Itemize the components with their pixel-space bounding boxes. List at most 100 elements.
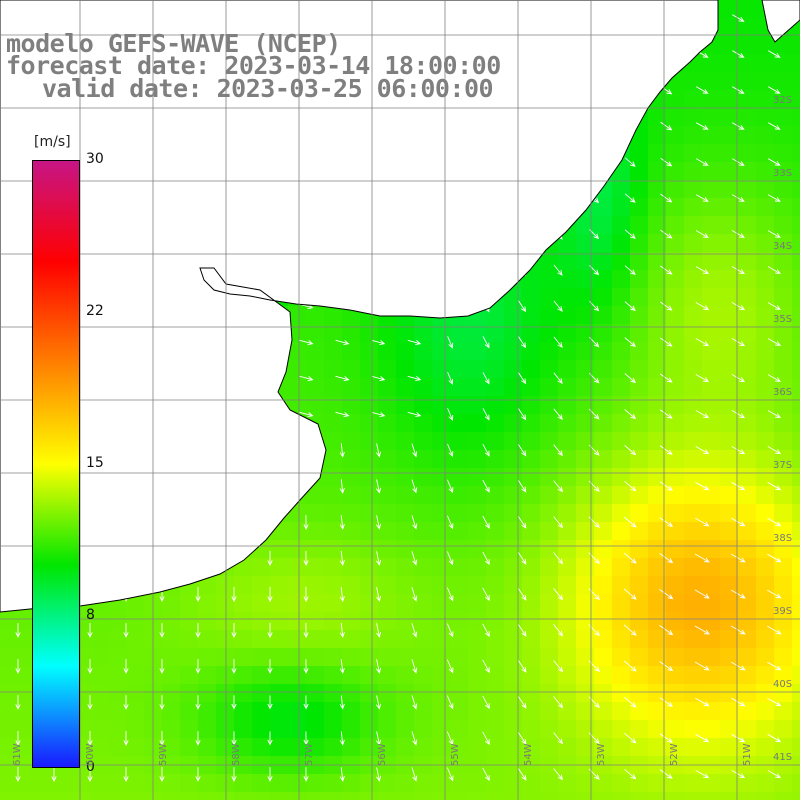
wind-arrow xyxy=(694,661,710,671)
wind-cell xyxy=(648,774,667,793)
wind-cell xyxy=(522,504,541,523)
wind-cell xyxy=(432,360,451,379)
wind-arrow xyxy=(411,623,418,638)
wind-cell xyxy=(702,630,721,649)
wind-cell xyxy=(666,90,685,109)
wind-cell xyxy=(288,396,307,415)
wind-cell xyxy=(738,630,757,649)
wind-cell xyxy=(756,738,775,757)
wind-cell xyxy=(198,792,217,800)
wind-arrow xyxy=(446,659,454,674)
wind-cell xyxy=(306,324,325,343)
wind-arrow xyxy=(659,769,673,779)
wind-arrow xyxy=(123,695,129,710)
wind-arrow xyxy=(159,695,165,710)
wind-cell xyxy=(666,216,685,235)
wind-cell xyxy=(594,216,613,235)
wind-arrow xyxy=(339,550,345,567)
wind-cell xyxy=(342,594,361,613)
wind-cell xyxy=(270,540,289,559)
wind-cell xyxy=(792,612,800,631)
wind-cell xyxy=(288,630,307,649)
wind-cell xyxy=(792,36,800,55)
wind-cell xyxy=(720,504,739,523)
wind-cell xyxy=(216,666,235,685)
wind-cell xyxy=(792,648,800,667)
wind-cell xyxy=(396,576,415,595)
wind-cell xyxy=(792,306,800,325)
wind-cell xyxy=(468,360,487,379)
forecast-date: forecast date: 2023-03-14 18:00:00 xyxy=(6,51,501,80)
wind-cell xyxy=(324,306,343,325)
wind-cell xyxy=(558,630,577,649)
wind-arrow xyxy=(446,767,454,782)
wind-arrow xyxy=(517,515,527,529)
wind-arrow xyxy=(446,551,454,566)
wind-cell xyxy=(666,288,685,307)
wind-arrow xyxy=(731,697,746,707)
wind-cell xyxy=(594,432,613,451)
wind-cell xyxy=(666,414,685,433)
wind-cell xyxy=(414,792,433,800)
land-mask xyxy=(0,0,800,613)
wind-cell xyxy=(162,702,181,721)
wind-cell xyxy=(306,504,325,523)
wind-cell xyxy=(342,648,361,667)
wind-cell xyxy=(666,144,685,163)
colorbar xyxy=(32,160,80,768)
wind-cell xyxy=(702,108,721,127)
wind-cell xyxy=(558,288,577,307)
wind-arrow xyxy=(694,553,710,563)
wind-arrow xyxy=(517,480,527,493)
wind-cell xyxy=(126,648,145,667)
wind-cell xyxy=(774,252,793,271)
wind-arrow xyxy=(730,625,746,635)
wind-cell xyxy=(774,684,793,703)
wind-cell xyxy=(756,270,775,289)
wind-arrow xyxy=(767,302,782,311)
wind-cell xyxy=(396,378,415,397)
wind-cell xyxy=(396,630,415,649)
wind-cell xyxy=(414,594,433,613)
wind-arrow xyxy=(159,659,165,674)
wind-cell xyxy=(324,738,343,757)
wind-cell xyxy=(792,54,800,73)
wind-cell xyxy=(702,738,721,757)
wind-cell xyxy=(18,720,37,739)
wind-cell xyxy=(378,540,397,559)
wind-cell xyxy=(684,702,703,721)
wind-cell xyxy=(180,720,199,739)
wind-cell xyxy=(738,666,757,685)
wind-cell xyxy=(306,648,325,667)
wind-cell xyxy=(504,342,523,361)
wind-cell xyxy=(504,612,523,631)
wind-cell xyxy=(486,576,505,595)
wind-arrow xyxy=(553,624,564,637)
wind-cell xyxy=(684,450,703,469)
wind-cell xyxy=(702,432,721,451)
wind-cell xyxy=(612,216,631,235)
wind-cell xyxy=(594,684,613,703)
wind-cell xyxy=(792,522,800,541)
wind-cell xyxy=(756,504,775,523)
wind-cell xyxy=(270,720,289,739)
wind-cell xyxy=(702,126,721,145)
wind-cell xyxy=(468,594,487,613)
wind-arrow xyxy=(517,659,527,673)
wind-arrow xyxy=(159,767,165,783)
wind-cell xyxy=(792,630,800,649)
wind-arrow xyxy=(767,770,782,779)
wind-cell xyxy=(288,702,307,721)
wind-cell xyxy=(342,486,361,505)
wind-cell xyxy=(378,612,397,631)
wind-cell xyxy=(504,504,523,523)
wind-cell xyxy=(522,522,541,541)
wind-cell xyxy=(108,738,127,757)
wind-cell xyxy=(252,594,271,613)
wind-arrow xyxy=(446,623,454,638)
wind-cell xyxy=(720,216,739,235)
wind-cell xyxy=(396,720,415,739)
wind-cell xyxy=(702,180,721,199)
wind-cell xyxy=(540,684,559,703)
wind-cell xyxy=(666,396,685,415)
